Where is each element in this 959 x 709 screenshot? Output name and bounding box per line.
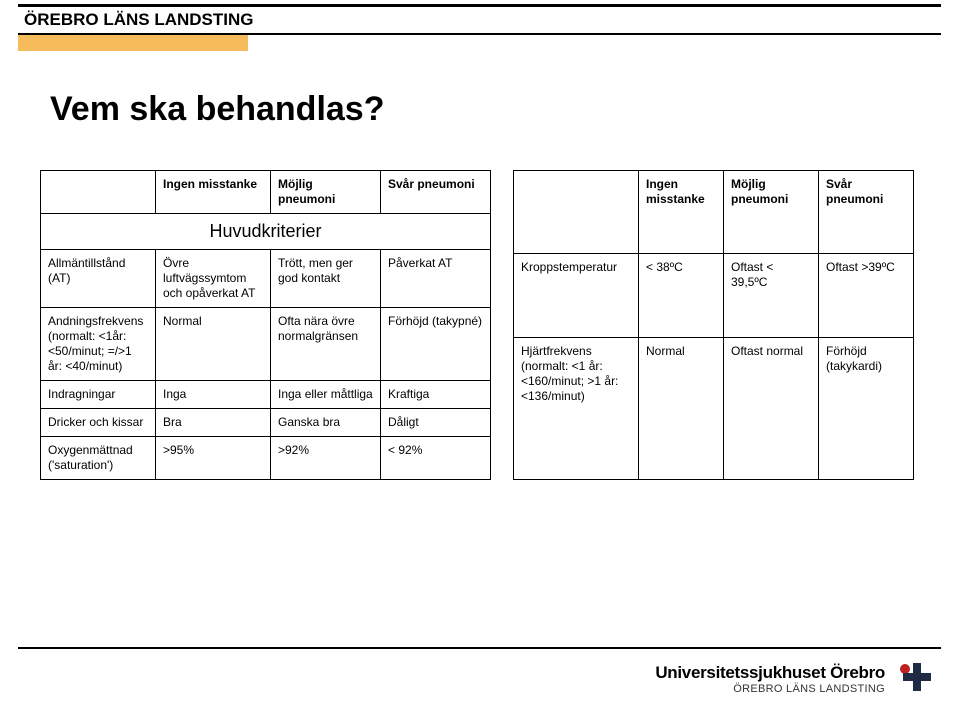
cell: Påverkat AT <box>381 249 491 307</box>
blank-cell <box>514 171 639 254</box>
row-label: Kroppstemperatur <box>514 254 639 337</box>
cell: Bra <box>156 408 271 436</box>
cell: Övre luftvägssymtom och opåverkat AT <box>156 249 271 307</box>
org-name: ÖREBRO LÄNS LANDSTING <box>24 10 254 30</box>
table-row: Hjärtfrekvens (normalt: <1 år: <160/minu… <box>514 337 914 479</box>
cell: Ganska bra <box>271 408 381 436</box>
cell: >95% <box>156 436 271 479</box>
row-label: Andningsfrekvens (normalt: <1år: <50/min… <box>41 307 156 380</box>
cell: Oftast normal <box>724 337 819 479</box>
cell: Normal <box>639 337 724 479</box>
cell: Förhöjd (takypné) <box>381 307 491 380</box>
cell: Trött, men ger god kontakt <box>271 249 381 307</box>
table-row: Allmäntillstånd (AT) Övre luftvägssymtom… <box>41 249 491 307</box>
logo-icon <box>895 659 935 699</box>
table-row: Andningsfrekvens (normalt: <1år: <50/min… <box>41 307 491 380</box>
cell: < 92% <box>381 436 491 479</box>
cell: Ofta nära övre normalgränsen <box>271 307 381 380</box>
main-criteria-table: Ingen misstanke Möjlig pneumoni Svår pne… <box>40 170 491 480</box>
footer-logo: Universitetssjukhuset Örebro ÖREBRO LÄNS… <box>655 659 935 699</box>
col-header: Möjlig pneumoni <box>724 171 819 254</box>
cell: Oftast >39ºC <box>819 254 914 337</box>
table-row: Huvudkriterier <box>41 214 491 250</box>
table-row: Dricker och kissar Bra Ganska bra Dåligt <box>41 408 491 436</box>
col-header: Svår pneumoni <box>819 171 914 254</box>
cell: < 38ºC <box>639 254 724 337</box>
blank-cell <box>41 171 156 214</box>
col-header: Möjlig pneumoni <box>271 171 381 214</box>
cell: Kraftiga <box>381 380 491 408</box>
cell: Oftast < 39,5ºC <box>724 254 819 337</box>
logo-subtitle: ÖREBRO LÄNS LANDSTING <box>655 683 885 695</box>
table-row: Kroppstemperatur < 38ºC Oftast < 39,5ºC … <box>514 254 914 337</box>
logo-text: Universitetssjukhuset Örebro ÖREBRO LÄNS… <box>655 663 885 695</box>
footer-border <box>18 647 941 649</box>
tables-container: Ingen misstanke Möjlig pneumoni Svår pne… <box>40 170 914 480</box>
cell: Förhöjd (takykardi) <box>819 337 914 479</box>
row-label: Dricker och kissar <box>41 408 156 436</box>
table-row: Oxygenmättnad ('saturation') >95% >92% <… <box>41 436 491 479</box>
cell: >92% <box>271 436 381 479</box>
table-row: Ingen misstanke Möjlig pneumoni Svår pne… <box>41 171 491 214</box>
table-row: Ingen misstanke Möjlig pneumoni Svår pne… <box>514 171 914 254</box>
page-title: Vem ska behandlas? <box>50 90 385 129</box>
main-criteria-heading: Huvudkriterier <box>41 214 491 250</box>
table-row: Indragningar Inga Inga eller måttliga Kr… <box>41 380 491 408</box>
row-label: Indragningar <box>41 380 156 408</box>
row-label: Hjärtfrekvens (normalt: <1 år: <160/minu… <box>514 337 639 479</box>
logo-title: Universitetssjukhuset Örebro <box>655 663 885 683</box>
row-label: Allmäntillstånd (AT) <box>41 249 156 307</box>
col-header: Ingen misstanke <box>639 171 724 254</box>
cell: Inga <box>156 380 271 408</box>
accent-bar <box>18 35 248 51</box>
col-header: Ingen misstanke <box>156 171 271 214</box>
top-border <box>18 4 941 7</box>
cell: Inga eller måttliga <box>271 380 381 408</box>
secondary-table: Ingen misstanke Möjlig pneumoni Svår pne… <box>513 170 914 480</box>
row-label: Oxygenmättnad ('saturation') <box>41 436 156 479</box>
cell: Normal <box>156 307 271 380</box>
cell: Dåligt <box>381 408 491 436</box>
col-header: Svår pneumoni <box>381 171 491 214</box>
